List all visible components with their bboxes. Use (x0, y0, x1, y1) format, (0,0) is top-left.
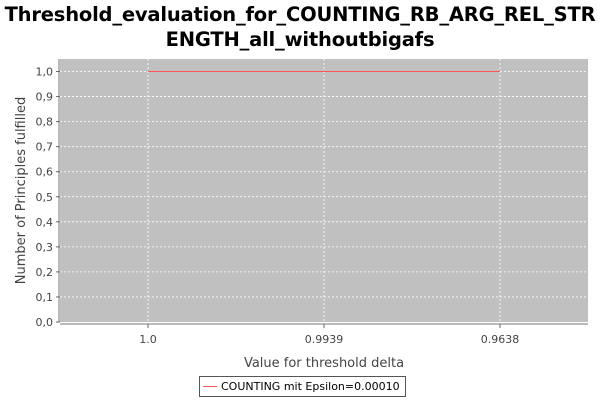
y-tick-label: 0,2 (36, 266, 54, 279)
y-tick-label: 0,8 (36, 116, 54, 129)
y-tick-label: 0,7 (36, 141, 54, 154)
y-tick-label: 0,1 (36, 291, 54, 304)
data-point (499, 71, 500, 72)
data-point (147, 71, 148, 72)
chart-title-line-2: ENGTH_all_withoutbigafs (165, 28, 435, 51)
x-axis-label: Value for threshold delta (244, 356, 404, 371)
y-axis-label: Number of Principles fulfilled (14, 97, 29, 284)
series-group (147, 71, 500, 73)
x-axis-ticks: 1.0 0.9939 0.9638 (139, 324, 519, 346)
y-tick-label: 1,0 (36, 66, 54, 79)
y-tick-label: 0,9 (36, 91, 54, 104)
y-axis-ticks: 0,0 0,1 0,2 0,3 0,4 0,5 0,6 0,7 0,8 0,9 1,0 (36, 66, 60, 329)
chart-title: Threshold_evaluation_for_COUNTING_RB_ARG… (0, 2, 600, 52)
plot-area (60, 59, 588, 322)
y-tick-label: 0,3 (36, 241, 54, 254)
x-tick-label: 1.0 (139, 333, 157, 346)
y-tick-label: 0,6 (36, 166, 54, 179)
legend-label: COUNTING mit Epsilon=0.00010 (221, 380, 400, 393)
y-tick-label: 0,4 (36, 216, 54, 229)
x-tick-label: 0.9939 (305, 333, 344, 346)
data-point (323, 71, 324, 72)
x-tick-label: 0.9638 (481, 333, 520, 346)
y-tick-label: 0,0 (36, 316, 54, 329)
legend-swatch (203, 386, 217, 387)
chart-title-line-1: Threshold_evaluation_for_COUNTING_RB_ARG… (4, 3, 596, 26)
legend: COUNTING mit Epsilon=0.00010 (199, 376, 406, 397)
y-tick-label: 0,5 (36, 191, 54, 204)
